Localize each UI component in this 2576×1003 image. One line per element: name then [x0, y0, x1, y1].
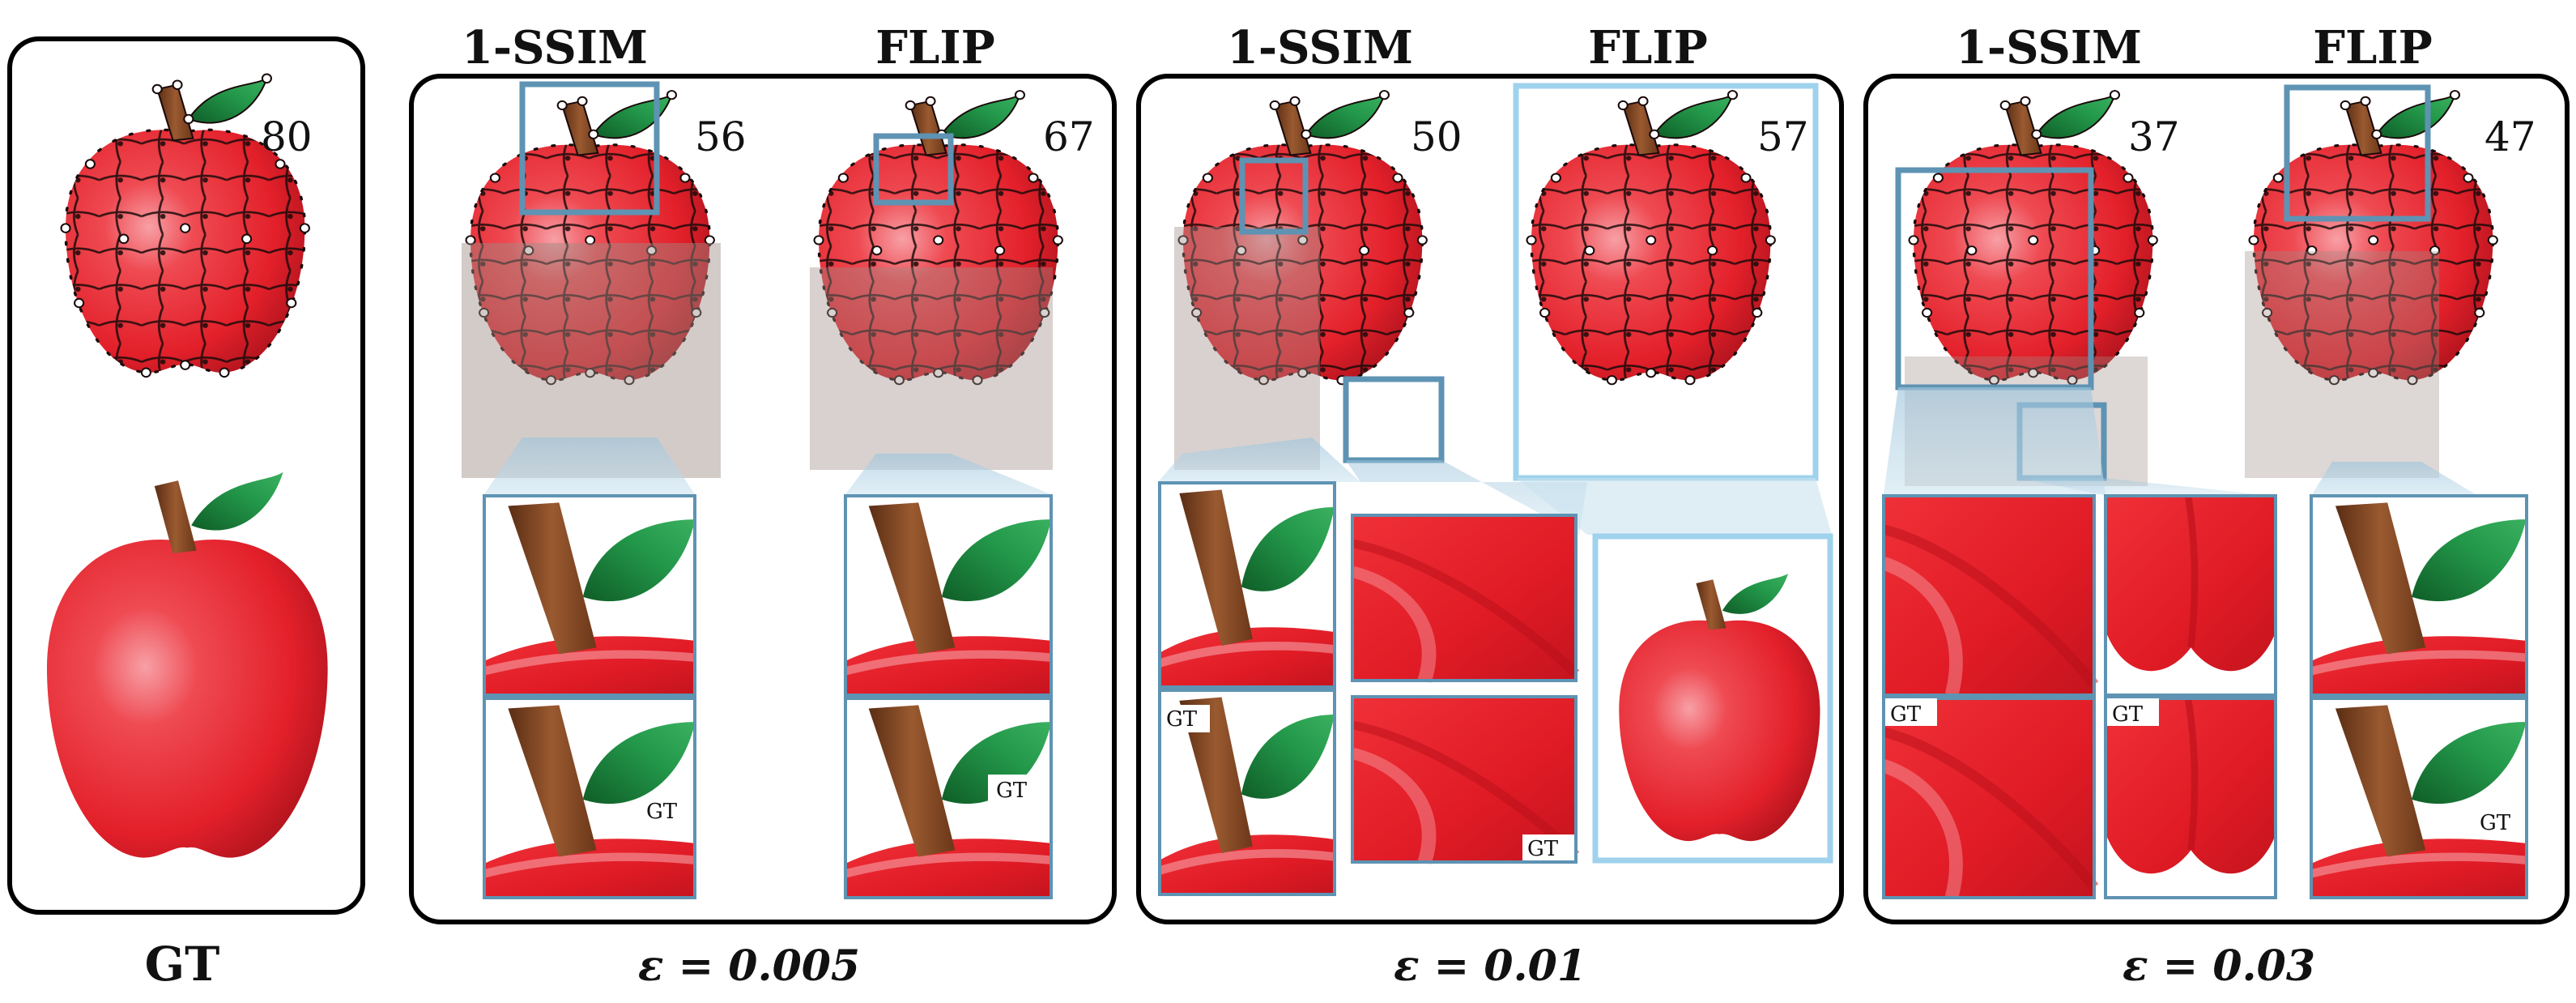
- group3-col1-inset-gt-bottom: [2104, 697, 2277, 899]
- group3-col1-inset-gt-body: [1882, 697, 2096, 899]
- group1-col1-roi: [519, 81, 660, 216]
- gt-score: 80: [261, 113, 313, 160]
- group3-epsilon: ε = 0.03: [2123, 941, 2315, 991]
- group1-epsilon: ε = 0.005: [638, 941, 860, 991]
- group3-col1-score: 37: [2128, 113, 2180, 160]
- group2-col1-inset-method-red: [1351, 514, 1578, 682]
- group2-col1-score: 50: [1411, 113, 1463, 160]
- group3-col1-inset-gt-label: GT: [1890, 702, 1922, 727]
- gt-panel: 80 GT: [7, 36, 365, 992]
- gt-footer-label: GT: [145, 937, 220, 992]
- group3-col1-mesh-apple: [1907, 89, 2159, 386]
- group2-col1-inset-method-stem: [1158, 481, 1336, 689]
- group3-col2-roi-stem: [2284, 84, 2431, 222]
- group1-col1-method: 1-SSIM: [462, 21, 648, 75]
- group2-col2-method: FLIP: [1588, 21, 1707, 75]
- group3-col1-zoom-band: [1884, 387, 2106, 494]
- group1-col2-score: 67: [1043, 113, 1095, 160]
- group3-col1-zoom-band-2: [2020, 478, 2274, 496]
- group2-col1-method: 1-SSIM: [1227, 21, 1413, 75]
- group2-col1-inset-gt-red: [1351, 695, 1578, 864]
- group1-col1-inset-method: [483, 494, 696, 697]
- group3-col2-zoom-band: [2311, 462, 2478, 496]
- group3-col2-inset-gt: [2310, 697, 2528, 899]
- group1-col2-inset-gt: [844, 697, 1053, 899]
- group3-col2-inset-method: [2310, 494, 2528, 697]
- group2-col1-roi-side: [1343, 376, 1445, 463]
- group2-epsilon: ε = 0.01: [1394, 941, 1586, 991]
- group-eps-0005: 1-SSIM FLIP 56 67 GT GT ε = 0.005: [409, 21, 1117, 991]
- group2-col1-roi-stem: [1239, 157, 1309, 235]
- group1-col1-inset-gt-label: GT: [646, 800, 678, 824]
- group3-col2-ghost-overlay: [2245, 251, 2439, 478]
- group1-col1-zoom-band: [484, 437, 695, 494]
- group2-col1-inset-gt-label-red: GT: [1527, 837, 1559, 861]
- group3-col2-inset-gt-label: GT: [2480, 811, 2511, 835]
- group-eps-001: 1-SSIM FLIP 50 57 GT GT ε = 0.01: [1136, 21, 1844, 991]
- group1-col2-zoom-band: [845, 454, 1051, 494]
- group3-col1-inset-method-bottom: [2104, 494, 2277, 697]
- gt-rendered-apple: [46, 472, 328, 858]
- group3-col2-method: FLIP: [2313, 21, 2432, 75]
- group2-col1-inset-gt-label: GT: [1166, 707, 1198, 732]
- group2-col2-zoom-band: [1516, 478, 1832, 535]
- group1-col2-inset-gt-label: GT: [996, 779, 1028, 803]
- group1-col2-inset-method: [844, 494, 1053, 697]
- group2-col2-score: 57: [1757, 113, 1809, 160]
- group3-col1-method: 1-SSIM: [1956, 21, 2142, 75]
- group1-col2-roi: [873, 133, 954, 206]
- group2-col2-inset-frame: [1592, 533, 1833, 864]
- group2-col1-ghost-overlay: [1174, 227, 1320, 470]
- group-eps-003: 1-SSIM FLIP 37 47 GT GT GT ε = 0.03: [1863, 21, 2570, 991]
- group2-col1-zoom-band-2: [1346, 460, 1587, 535]
- group3-col1-inset-method-body: [1882, 494, 2096, 697]
- group3-col2-score: 47: [2484, 113, 2536, 160]
- group2-col1-inset-gt-stem: [1158, 689, 1336, 896]
- group1-col2-method: FLIP: [875, 21, 994, 75]
- group2-col2-mesh-apple: [1525, 89, 1777, 386]
- group1-col1-score: 56: [695, 113, 747, 160]
- group2-col1-zoom-band: [1158, 437, 1360, 482]
- group1-col2-ghost-overlay: [810, 267, 1053, 470]
- group3-col1-inset-gt-label-bottom: GT: [2112, 702, 2144, 727]
- group1-col1-inset-gt: [483, 697, 696, 899]
